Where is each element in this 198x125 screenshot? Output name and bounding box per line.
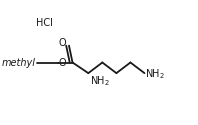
- Text: O: O: [58, 58, 66, 68]
- Text: methyl: methyl: [2, 58, 36, 68]
- Text: O: O: [58, 38, 66, 48]
- Text: NH$_2$: NH$_2$: [90, 74, 110, 88]
- Text: HCl: HCl: [36, 18, 52, 28]
- Text: NH$_2$: NH$_2$: [145, 67, 165, 81]
